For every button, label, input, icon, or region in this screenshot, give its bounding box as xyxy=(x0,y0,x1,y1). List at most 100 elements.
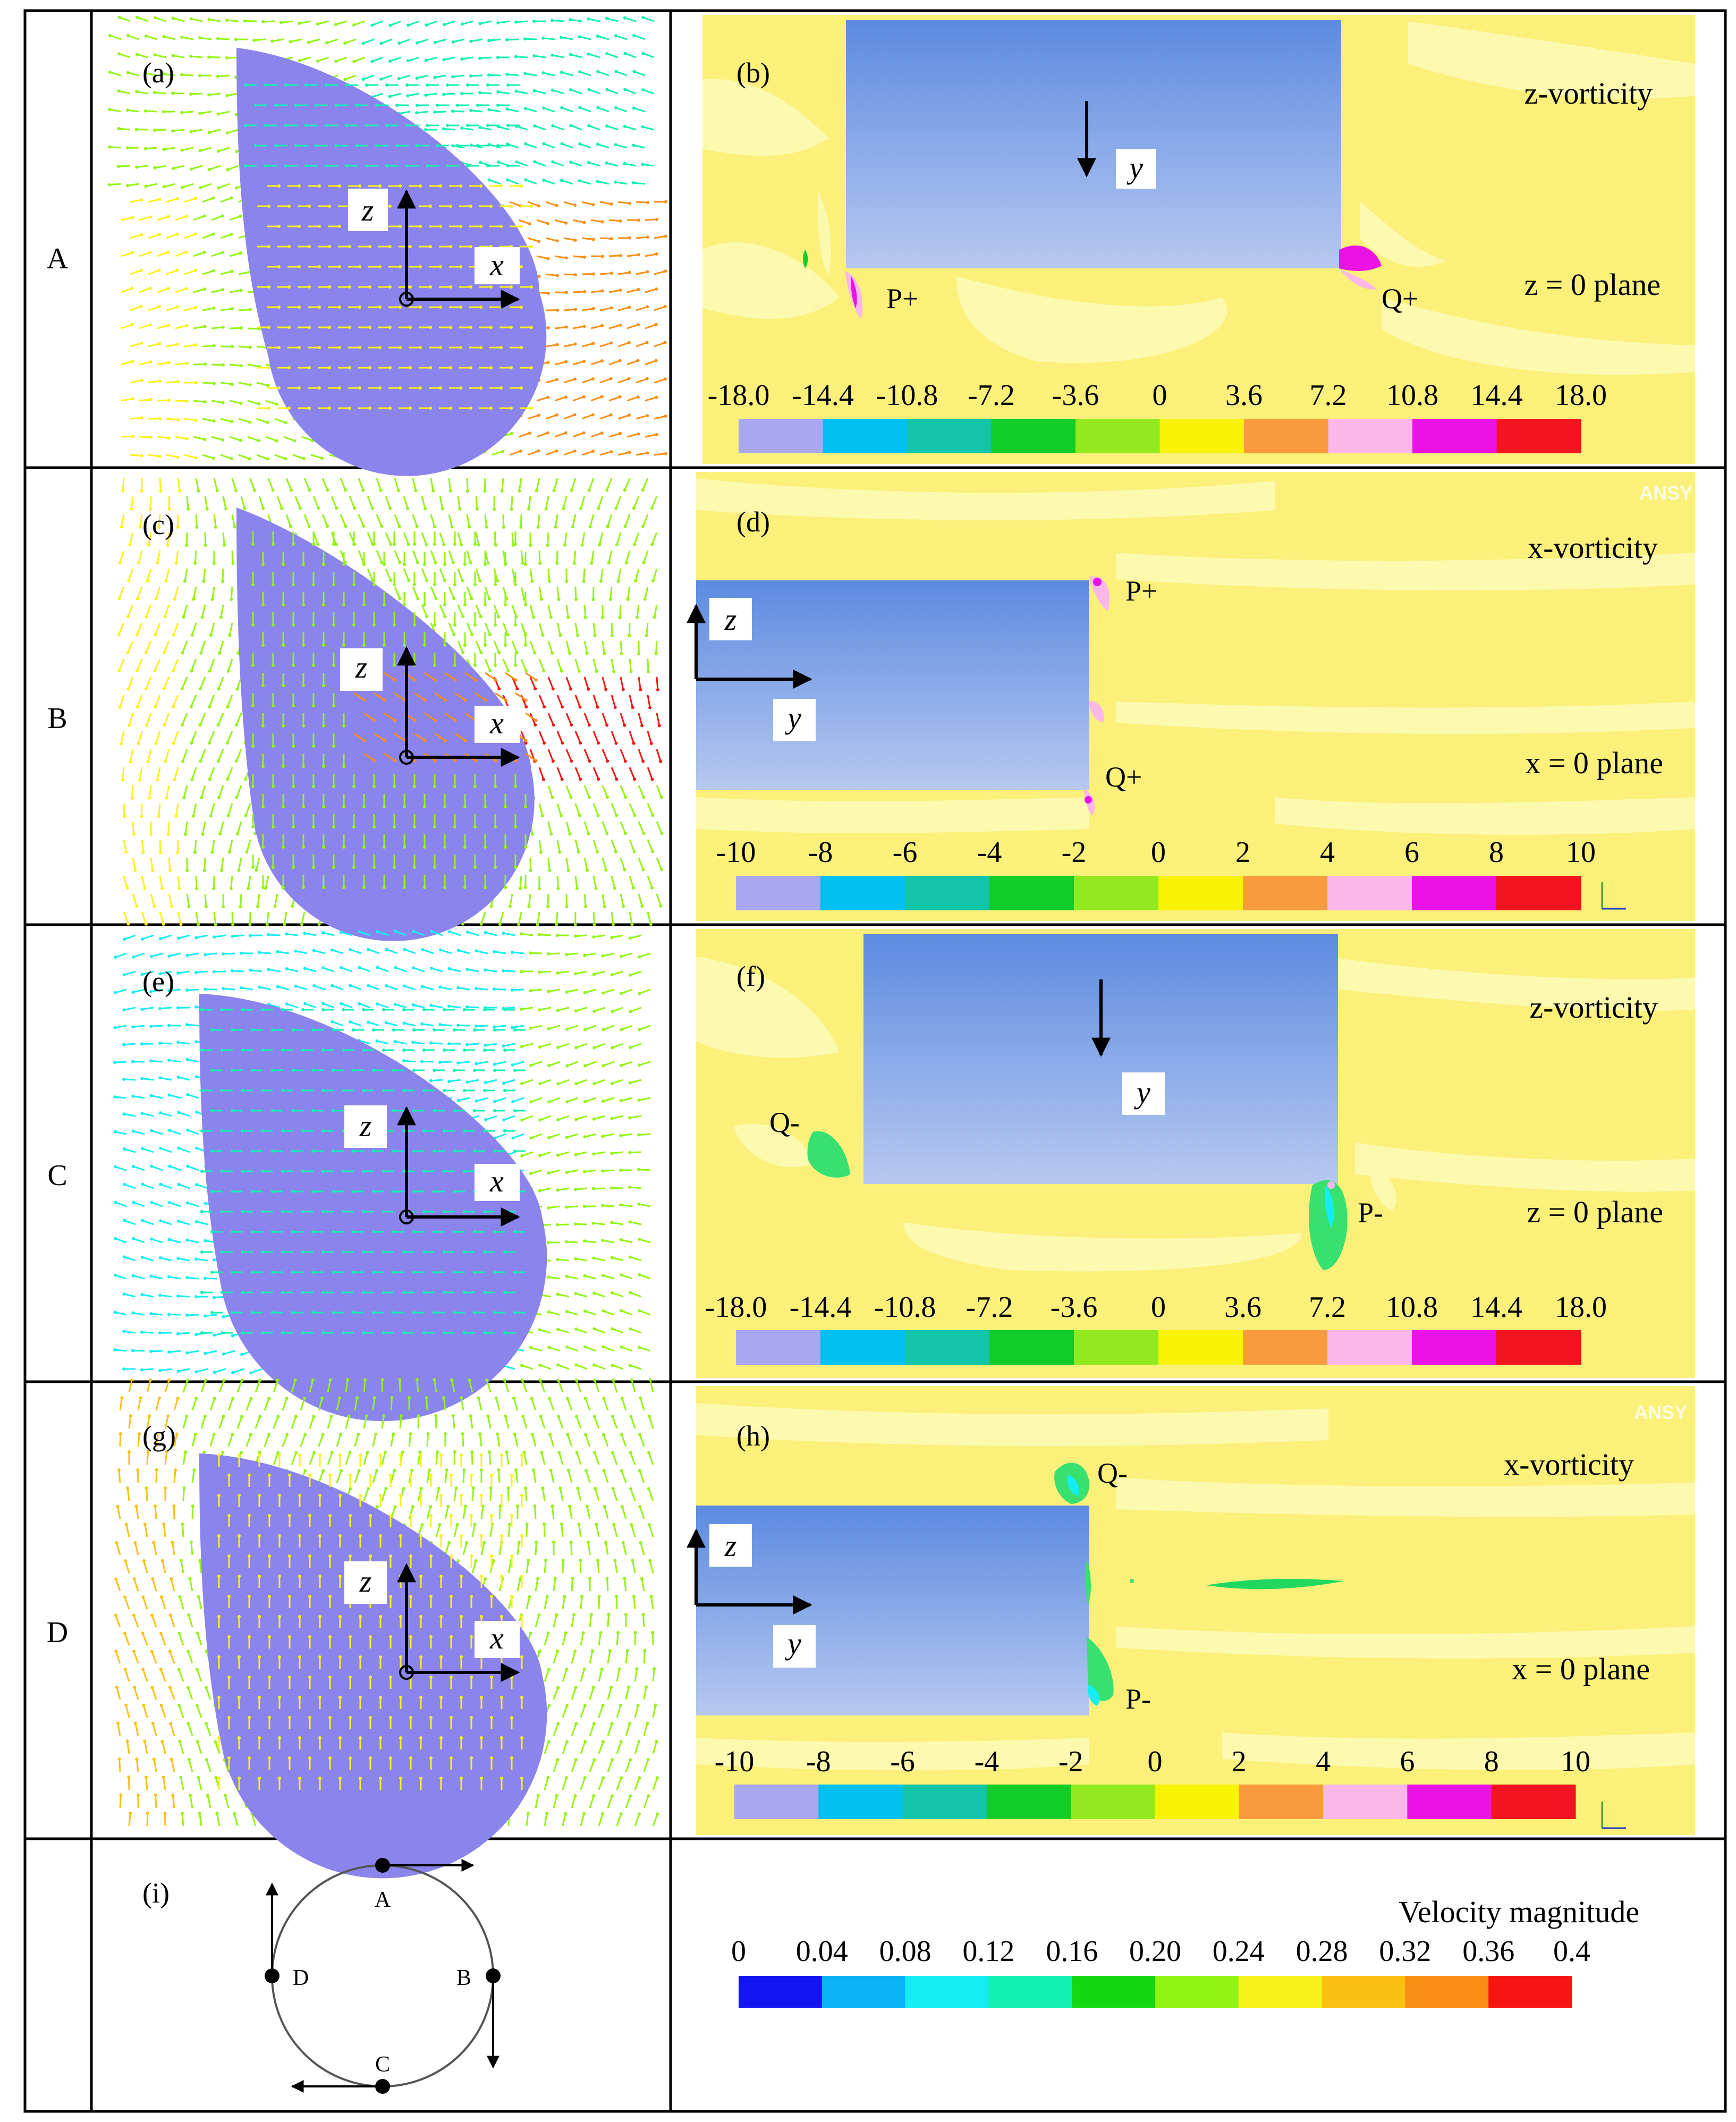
colorbar-swatch xyxy=(1243,876,1328,910)
panel-tag-i: (i) xyxy=(142,1877,170,1909)
panel-tag-f: (f) xyxy=(736,960,765,992)
colorbar-swatch xyxy=(991,419,1076,453)
colorbar-swatch xyxy=(1496,876,1581,910)
panel-i-path-diagram: (i) A B C D xyxy=(142,1858,501,2094)
colorbar-swatch xyxy=(1158,876,1243,910)
colorbar-swatch xyxy=(818,1785,903,1819)
colorbar-swatch xyxy=(1405,1976,1489,2008)
velocity-vectors-inner xyxy=(217,1453,523,1790)
panel-tag-c: (c) xyxy=(142,509,174,540)
path-point-c: C xyxy=(291,2052,390,2094)
contour-title: z-vorticity xyxy=(1524,76,1653,111)
colorbar-tick-label: -14.4 xyxy=(792,379,854,412)
panel-d-contour: (d) z y P+ Q+ x-vorticity x = 0 plane AN… xyxy=(687,472,1695,921)
panel-tag-e: (e) xyxy=(142,966,174,997)
colorbar-swatch xyxy=(1407,1785,1492,1819)
label-p: P- xyxy=(1358,1197,1383,1229)
colorbar-tick-label: -3.6 xyxy=(1052,379,1099,412)
plane-label: z = 0 plane xyxy=(1524,267,1661,302)
panel-tag-g: (g) xyxy=(142,1420,176,1452)
colorbar-swatch xyxy=(1328,419,1413,453)
colorbar-tick-label: 0.32 xyxy=(1379,1935,1431,1968)
colorbar-tick-label: 0.04 xyxy=(796,1935,848,1968)
colorbar-swatch xyxy=(736,1330,821,1365)
row-label-c: C xyxy=(47,1159,67,1192)
contour-title: x-vorticity xyxy=(1528,530,1658,565)
panel-f-contour: (f) y Q- P- z-vorticity z = 0 plane -18.… xyxy=(696,929,1695,1378)
colorbar-tick-label: 4 xyxy=(1316,1745,1331,1778)
colorbar-tick-label: 14.4 xyxy=(1470,1291,1522,1324)
contour-title: x-vorticity xyxy=(1504,1447,1634,1482)
colorbar-velocity: 0 0.04 0.08 0.12 0.16 0.20 0.24 0.28 0.32 0.36 0.4 xyxy=(731,1935,1590,2008)
colorbar-swatch xyxy=(1412,1330,1497,1365)
colorbar-tick-label: -3.6 xyxy=(1051,1291,1098,1324)
axes-indicator: z x xyxy=(344,1561,520,1682)
colorbar-swatch xyxy=(1491,1785,1576,1819)
velocity-legend-title: Velocity magnitude xyxy=(1399,1895,1639,1929)
colorbar-swatch xyxy=(1074,876,1159,910)
colorbar-swatch xyxy=(1243,1330,1328,1365)
colorbar-tick-label: 0.16 xyxy=(1046,1935,1098,1968)
colorbar-swatch xyxy=(1158,1330,1243,1365)
axis-label-y: y xyxy=(785,1626,801,1661)
axes-indicator: z x xyxy=(344,1105,520,1227)
colorbar-tick-label: -10 xyxy=(716,836,756,869)
colorbar-swatch xyxy=(1327,1330,1412,1365)
axis-label-z: z xyxy=(724,602,737,637)
axis-label-y: y xyxy=(1127,150,1143,185)
colorbar-tick-label: -7.2 xyxy=(966,1291,1013,1324)
teardrop-shape xyxy=(236,48,547,476)
panel-tag-h: (h) xyxy=(736,1420,770,1452)
colorbar-swatch xyxy=(1244,419,1328,453)
path-point-a: A xyxy=(375,1858,475,1912)
axis-label-z: z xyxy=(724,1528,737,1563)
colorbar-swatch xyxy=(820,1330,905,1365)
colorbar-swatch xyxy=(1072,1976,1156,2008)
axis-label-x: x xyxy=(489,1164,504,1198)
colorbar-tick-label: -7.2 xyxy=(968,379,1015,412)
colorbar-swatch xyxy=(1412,419,1497,453)
label-q: Q- xyxy=(1097,1457,1128,1489)
axis-label-x: x xyxy=(489,706,504,740)
panel-a-vector-field: (a) z x xyxy=(108,15,667,476)
plane-label: x = 0 plane xyxy=(1512,1652,1650,1686)
colorbar-tick-label: 8 xyxy=(1489,836,1504,869)
colorbar-tick-label: 6 xyxy=(1400,1745,1415,1778)
teardrop-shape xyxy=(199,1453,547,1879)
axis-label-z: z xyxy=(359,1564,372,1599)
colorbar-tick-label: 14.4 xyxy=(1471,379,1523,412)
colorbar-tick-label: 0.08 xyxy=(879,1935,931,1968)
colorbar-swatch xyxy=(986,1785,1071,1819)
colorbar-tick-label: 0.12 xyxy=(962,1935,1014,1968)
colorbar-swatch xyxy=(902,1785,987,1819)
colorbar-tick-label: 2 xyxy=(1235,836,1250,869)
colorbar-tick-label: -14.4 xyxy=(790,1291,852,1324)
colorbar-tick-label: 4 xyxy=(1320,836,1335,869)
colorbar-tick-label: -10.8 xyxy=(876,379,938,412)
panel-g-vector-field: (g) z x xyxy=(114,1378,659,1879)
row-label-b: B xyxy=(47,702,67,735)
colorbar-swatch xyxy=(1496,1330,1581,1365)
plane-label: z = 0 plane xyxy=(1527,1195,1663,1229)
colorbar-tick-label: 0 xyxy=(1153,379,1167,412)
colorbar-swatch xyxy=(905,876,990,910)
axes-indicator: z x xyxy=(348,189,520,309)
colorbar-tick-label: 0.4 xyxy=(1553,1935,1590,1968)
row-label-a: A xyxy=(47,242,69,275)
colorbar-swatch xyxy=(734,1785,819,1819)
colorbar-swatch xyxy=(1323,1785,1408,1819)
colorbar-swatch xyxy=(1076,419,1160,453)
colorbar-swatch xyxy=(1322,1976,1405,2008)
colorbar-tick-label: 7.2 xyxy=(1309,1291,1346,1324)
label-q: Q- xyxy=(769,1106,800,1138)
label-p: P+ xyxy=(1125,575,1158,607)
label-p: P+ xyxy=(886,283,919,315)
colorbar-swatch xyxy=(1238,1976,1323,2008)
velocity-vectors-inner xyxy=(200,1008,526,1334)
colorbar-tick-label: 0.24 xyxy=(1213,1935,1265,1968)
colorbar-swatch xyxy=(989,1330,1074,1365)
colorbar-tick-label: -18.0 xyxy=(708,379,770,412)
colorbar-tick-label: 0.28 xyxy=(1296,1935,1348,1968)
colorbar-tick-label: 0 xyxy=(1151,836,1166,869)
colorbar-tick-label: 10 xyxy=(1566,836,1596,869)
